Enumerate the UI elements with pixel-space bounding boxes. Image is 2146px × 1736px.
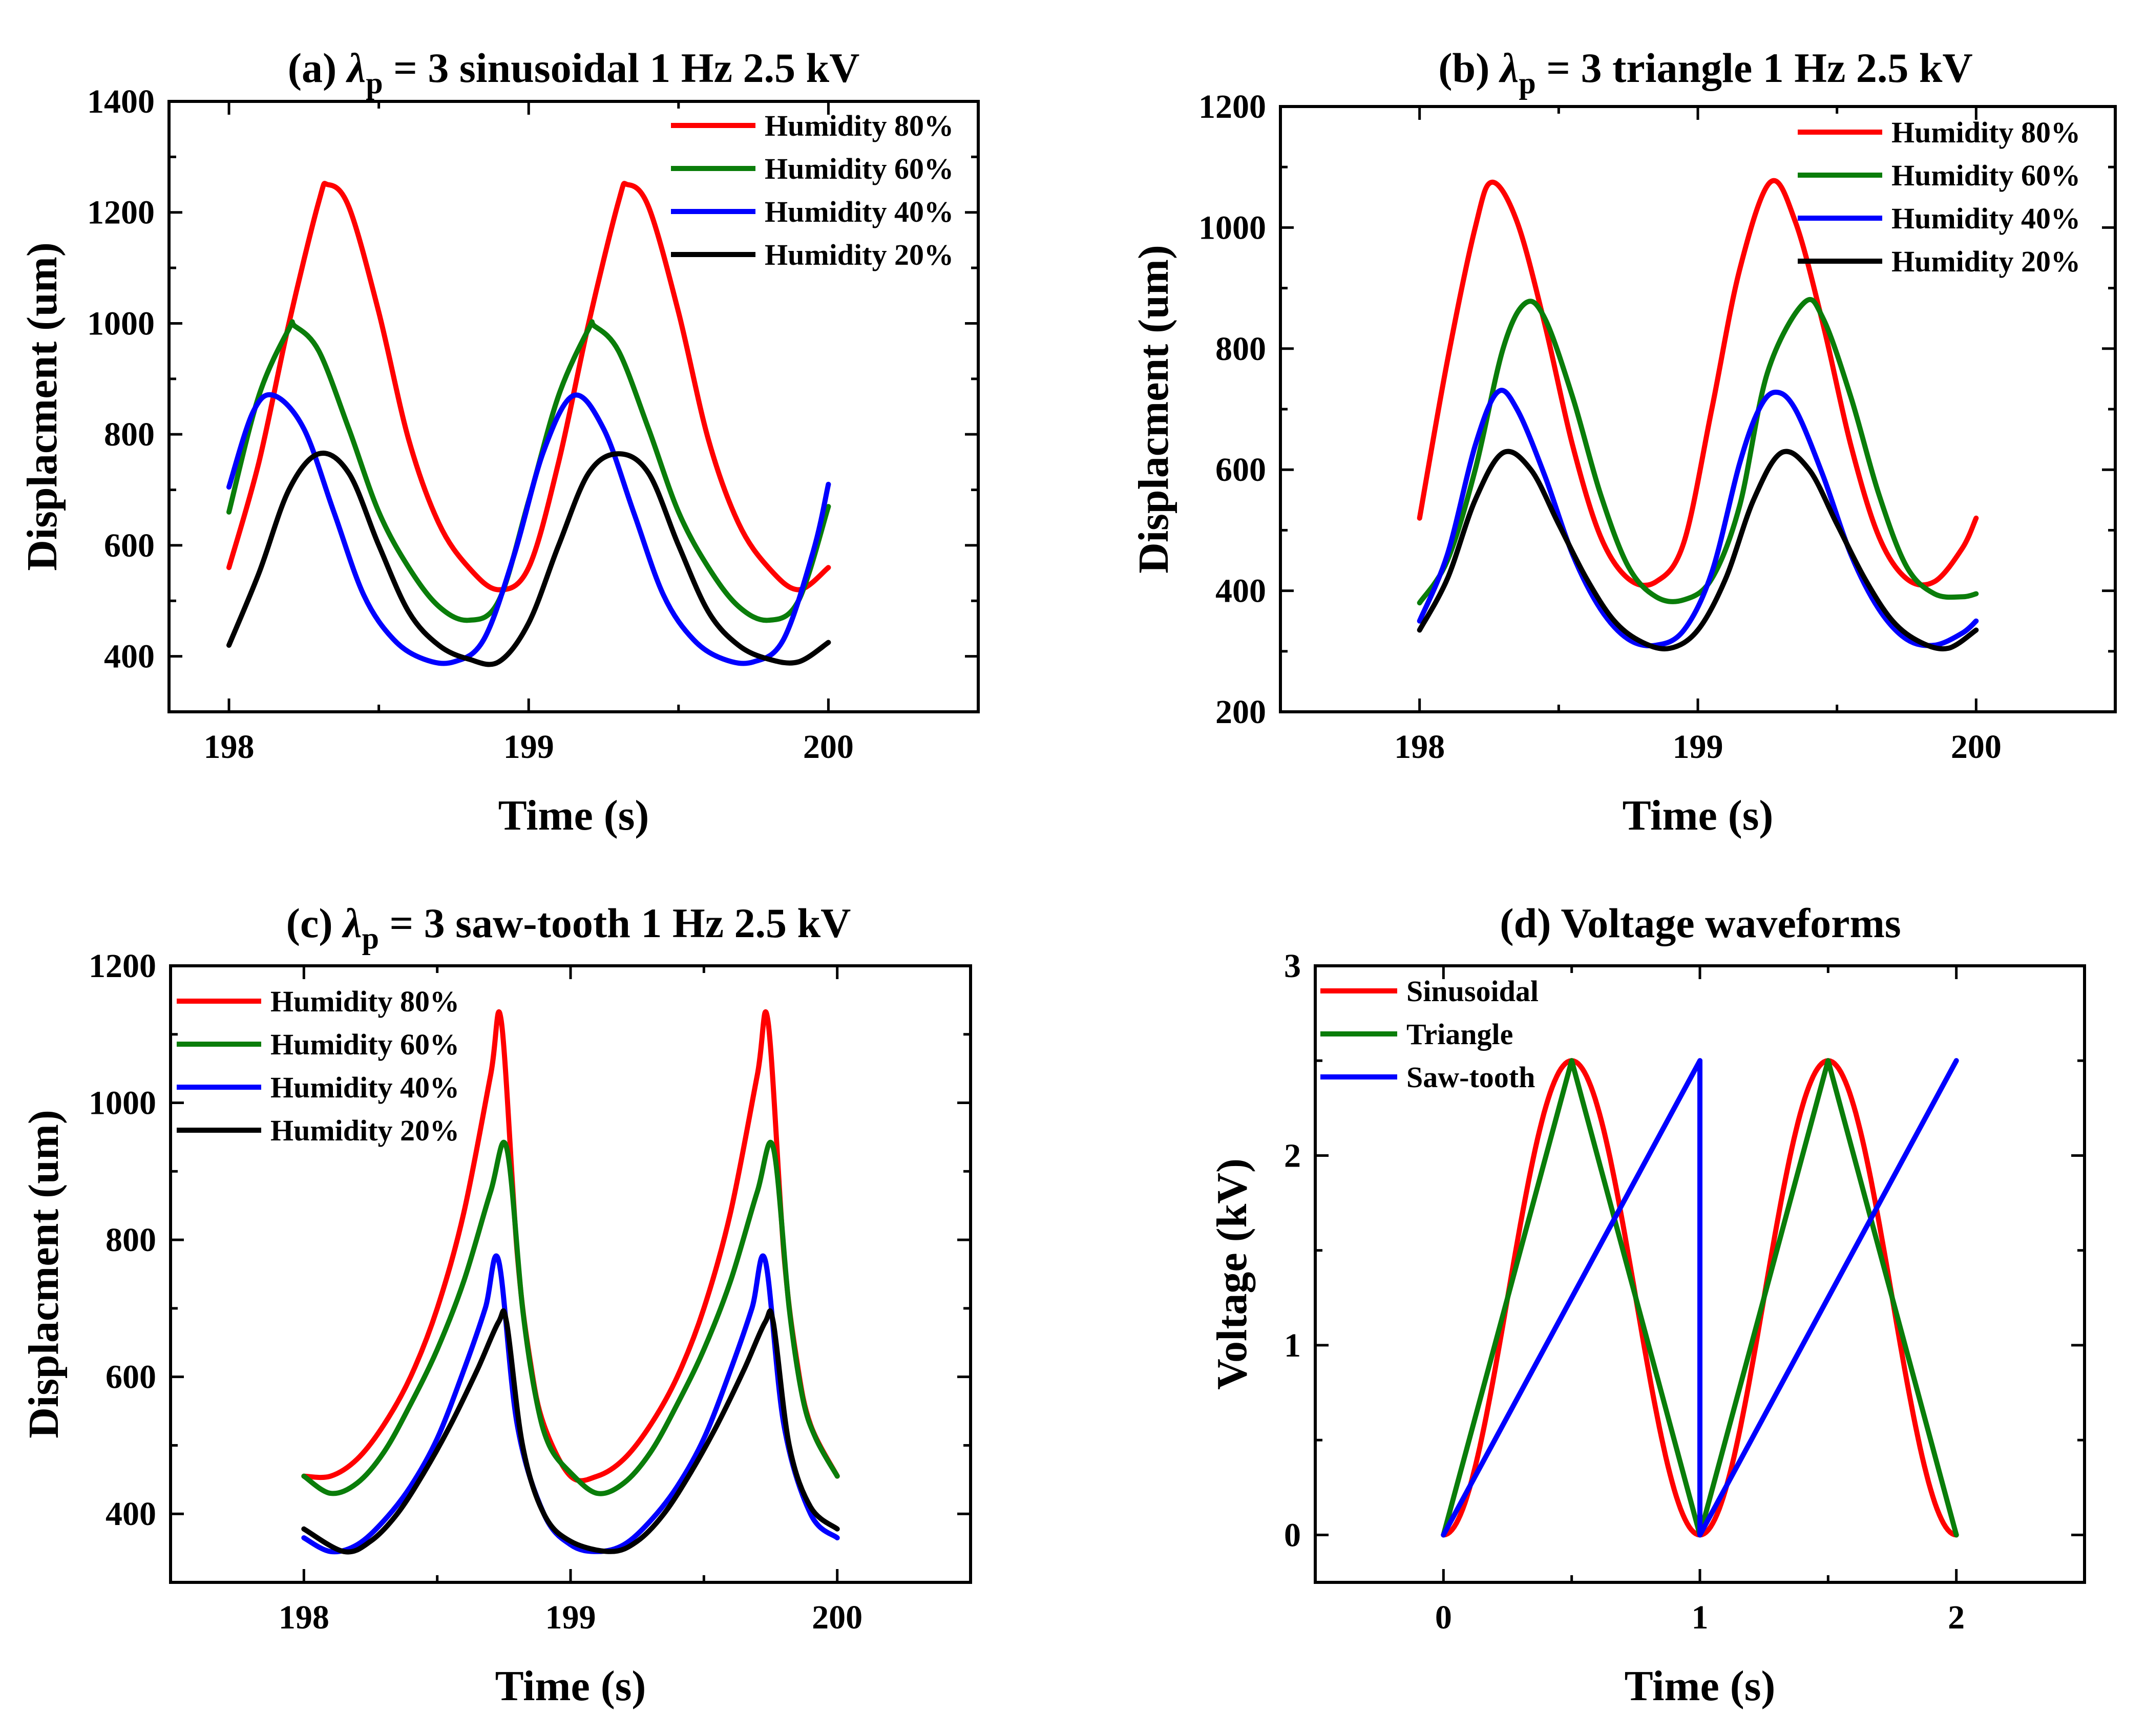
- chart-title: (d) Voltage waveforms: [1500, 900, 1901, 946]
- y-tick-label: 400: [106, 1495, 156, 1533]
- legend: Humidity 80% Humidity 60% Humidity 40% Humi…: [671, 109, 954, 271]
- series-line-3: [226, 451, 831, 667]
- y-tick-label: 1200: [87, 194, 155, 231]
- x-tick-label: 199: [503, 728, 554, 766]
- chart-title: (b) λp = 3 triangle 1 Hz 2.5 kV: [1438, 45, 1973, 100]
- chart-panel-b: (b) λp = 3 triangle 1 Hz 2.5 kV 198 199 200…: [1130, 45, 2117, 839]
- x-axis-label: Time (s): [1623, 792, 1774, 839]
- x-tick-label: 2: [1948, 1599, 1965, 1636]
- x-tick-label: 1: [1692, 1599, 1709, 1636]
- chart-panel-d: (d) Voltage waveforms 0 1 2 0 1 2 3 Time (s) Volt…: [1208, 900, 2086, 1710]
- y-tick-label: 800: [106, 1221, 156, 1259]
- y-axis-label: Voltage (kV): [1208, 1158, 1256, 1390]
- x-tick-label: 200: [803, 728, 854, 766]
- x-axis-label: Time (s): [498, 792, 649, 839]
- chart-title: (a) λp = 3 sinusoidal 1 Hz 2.5 kV: [288, 45, 860, 100]
- legend-label: Humidity 80%: [1891, 116, 2080, 149]
- plot-frame: [1279, 105, 2117, 713]
- y-axis-label: Displacment (um): [18, 242, 66, 571]
- legend-label: Saw-tooth: [1406, 1061, 1535, 1094]
- y-tick-label: 800: [1215, 330, 1266, 368]
- x-tick-label: 0: [1435, 1599, 1452, 1636]
- legend-label: Triangle: [1406, 1018, 1513, 1051]
- y-tick-label: 1200: [89, 947, 156, 985]
- legend-label: Sinusoidal: [1406, 975, 1539, 1008]
- chart-title: (c) λp = 3 saw-tooth 1 Hz 2.5 kV: [286, 900, 851, 955]
- y-tick-label: 2: [1284, 1137, 1301, 1174]
- series-line-2: [226, 392, 831, 666]
- x-tick-label: 199: [1673, 728, 1723, 766]
- legend-label: Humidity 60%: [765, 152, 954, 185]
- series-line-0: [226, 181, 831, 592]
- y-tick-label: 1000: [1198, 209, 1266, 246]
- series-group: [1417, 178, 1979, 651]
- series-line-1: [1417, 297, 1979, 606]
- series-line-2: [301, 1253, 840, 1555]
- x-tick-label: 200: [1951, 728, 2002, 766]
- y-tick-label: 1: [1284, 1327, 1301, 1364]
- legend: Sinusoidal Triangle Saw-tooth: [1320, 975, 1539, 1094]
- legend-label: Humidity 60%: [1891, 159, 2080, 192]
- legend-label: Humidity 20%: [1891, 245, 2080, 278]
- y-tick-label: 200: [1215, 693, 1266, 731]
- y-tick-label: 600: [106, 1359, 156, 1396]
- legend-label: Humidity 20%: [270, 1114, 459, 1147]
- series-group: [226, 181, 831, 667]
- plot-frame: [167, 100, 980, 713]
- series-line-2: [1417, 388, 1979, 649]
- y-tick-label: 600: [1215, 451, 1266, 489]
- y-tick-label: 400: [1215, 573, 1266, 610]
- legend-label: Humidity 80%: [765, 109, 954, 142]
- y-tick-label: 1000: [87, 305, 155, 342]
- series-line-3: [301, 1308, 840, 1555]
- y-tick-label: 800: [104, 416, 155, 453]
- y-tick-label: 3: [1284, 947, 1301, 985]
- x-axis-label: Time (s): [495, 1662, 646, 1710]
- y-tick-label: 0: [1284, 1516, 1301, 1554]
- legend-label: Humidity 40%: [270, 1071, 459, 1104]
- chart-panel-a: (a) λp = 3 sinusoidal 1 Hz 2.5 kV 198 199 2…: [18, 45, 980, 839]
- chart-panel-c: (c) λp = 3 saw-tooth 1 Hz 2.5 kV 198 199 20…: [20, 900, 972, 1710]
- y-tick-label: 400: [104, 638, 155, 675]
- x-tick-label: 199: [545, 1599, 596, 1636]
- y-axis-label: Displacment (um): [1130, 245, 1177, 574]
- legend-label: Humidity 60%: [270, 1028, 459, 1061]
- legend: Humidity 80% Humidity 60% Humidity 40% Humi…: [177, 985, 459, 1147]
- legend-label: Humidity 40%: [765, 195, 954, 228]
- y-tick-label: 1200: [1198, 88, 1266, 125]
- series-line-1: [301, 1139, 840, 1496]
- y-axis-label: Displacment (um): [20, 1110, 68, 1438]
- x-tick-label: 198: [279, 1599, 329, 1636]
- x-tick-label: 198: [204, 728, 255, 766]
- x-axis-label: Time (s): [1625, 1662, 1776, 1710]
- legend-label: Humidity 40%: [1891, 202, 2080, 235]
- y-tick-label: 1000: [89, 1085, 156, 1122]
- series-group: [1441, 1058, 1959, 1538]
- legend: Humidity 80% Humidity 60% Humidity 40% Humi…: [1798, 116, 2080, 278]
- y-tick-label: 600: [104, 527, 155, 564]
- series-line-3: [1417, 449, 1979, 651]
- legend-label: Humidity 80%: [270, 985, 459, 1018]
- x-tick-label: 198: [1394, 728, 1445, 766]
- x-tick-label: 200: [812, 1599, 862, 1636]
- legend-label: Humidity 20%: [765, 238, 954, 271]
- series-line-2: [1441, 1058, 1959, 1538]
- series-group: [301, 1009, 840, 1555]
- y-tick-label: 1400: [87, 83, 155, 120]
- series-line-0: [1417, 178, 1979, 588]
